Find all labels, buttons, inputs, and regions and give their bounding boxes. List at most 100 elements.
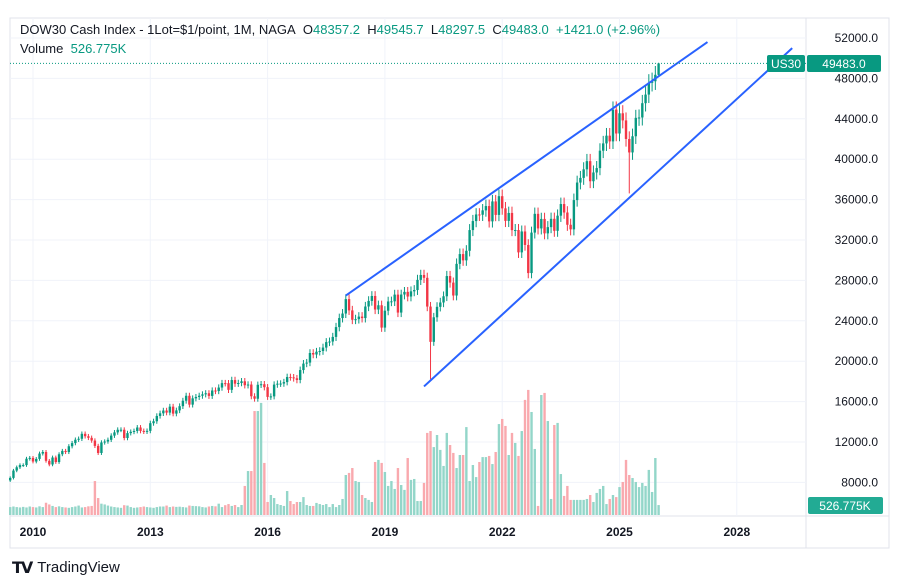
price-tick-label: 40000.0	[835, 152, 879, 166]
volume-bar	[132, 507, 136, 515]
volume-bar	[184, 507, 188, 515]
candle-body	[628, 138, 631, 153]
candle-body	[227, 383, 230, 390]
candle-body	[364, 306, 367, 319]
volume-bar	[637, 487, 641, 515]
trendline[interactable]	[423, 47, 793, 388]
candle-body	[478, 214, 481, 216]
candle-body	[119, 429, 123, 431]
candle-body	[510, 212, 514, 231]
candle-body	[621, 113, 624, 121]
volume-bar	[540, 395, 543, 515]
volume-bar	[549, 498, 553, 515]
volume-bar	[386, 485, 390, 515]
close-value: 49483.0	[501, 22, 549, 37]
volume-bar	[657, 505, 660, 515]
volume-bar	[491, 464, 494, 515]
candle-body	[103, 441, 106, 443]
candle-body	[93, 440, 97, 446]
volume-bar	[514, 442, 517, 515]
candle-body	[158, 413, 162, 416]
candle-body	[64, 450, 67, 453]
candle-body	[22, 465, 25, 467]
candle-body	[233, 380, 237, 384]
candle-body	[572, 200, 576, 230]
tradingview-logo-text: TradingView	[37, 559, 120, 576]
candle-body	[295, 378, 299, 380]
candle-body	[611, 109, 615, 142]
candle-body	[110, 435, 113, 440]
candle-body	[165, 410, 168, 413]
price-tick-label: 28000.0	[835, 273, 879, 287]
volume-bar	[510, 432, 514, 515]
volume-bar	[18, 507, 22, 515]
volume-bar	[54, 507, 58, 515]
volume-bar	[399, 485, 403, 515]
candle-body	[383, 310, 387, 328]
volume-bar	[233, 505, 237, 515]
volume-bar	[448, 445, 452, 515]
price-tick-label: 44000.0	[835, 112, 879, 126]
volume-bar	[608, 498, 611, 515]
candle-body	[51, 457, 54, 465]
candle-body	[253, 396, 256, 399]
volume-bar	[533, 448, 536, 515]
volume-bar	[230, 505, 233, 515]
candle-body	[70, 443, 74, 447]
volume-bar	[312, 505, 315, 515]
time-axis[interactable]: 2010 2013 2016 2019 2022 2025 2028	[20, 525, 751, 539]
candle-body	[474, 214, 478, 222]
trendline[interactable]	[345, 41, 709, 297]
candle-body	[207, 393, 211, 396]
volume-bar	[74, 506, 77, 515]
candle-body	[618, 113, 621, 134]
volume-bar	[116, 507, 119, 515]
price-axis[interactable]: 52000.0 48000.0 44000.0 40000.0 36000.0 32000…	[835, 31, 879, 489]
volume-bar	[220, 507, 224, 515]
volume-bar	[501, 418, 504, 515]
volume-bar	[579, 499, 582, 515]
candle-body	[377, 305, 380, 310]
candle-body	[347, 299, 351, 311]
volume-bar	[250, 471, 253, 515]
time-tick-label: 2010	[20, 525, 47, 539]
volume-bar	[315, 502, 318, 515]
candle-body	[562, 204, 566, 213]
candle-body	[246, 384, 250, 386]
candle-body	[501, 196, 504, 209]
candle-body	[585, 161, 589, 170]
volume-bar	[559, 474, 563, 515]
candle-body	[136, 427, 139, 431]
volume-bar	[474, 477, 478, 515]
candle-body	[419, 274, 422, 280]
price-tick-label: 52000.0	[835, 31, 879, 45]
legend-ohlc: DOW30 Cash Index - 1Lot=$1/point, 1M, NA…	[20, 22, 660, 37]
volume-bar	[51, 505, 54, 515]
volume-bar	[409, 479, 413, 515]
volume-bar	[321, 505, 325, 515]
trendlines[interactable]	[345, 41, 793, 388]
volume-bar	[214, 506, 217, 515]
candle-body	[318, 351, 321, 353]
volume-bar	[282, 505, 286, 515]
tradingview-logo[interactable]: TV TradingView	[12, 558, 120, 577]
volume-bar	[181, 507, 185, 515]
volume-bar	[393, 488, 396, 515]
time-tick-label: 2016	[254, 525, 281, 539]
volume-bar	[588, 495, 592, 515]
volume-bar	[83, 507, 87, 515]
volume-tag-text: 526.775K	[819, 499, 870, 513]
candle-body	[520, 231, 523, 253]
volume-bar	[318, 504, 321, 515]
candle-body	[494, 201, 497, 215]
volume-bar	[429, 431, 432, 515]
candle-body	[181, 400, 185, 407]
volume-bar	[295, 501, 299, 515]
volume-bar	[556, 422, 559, 515]
candle-body	[191, 398, 194, 405]
volume-bar	[217, 503, 220, 515]
candle-body	[61, 450, 64, 455]
candle-body	[334, 327, 338, 337]
candle-body	[553, 218, 556, 231]
